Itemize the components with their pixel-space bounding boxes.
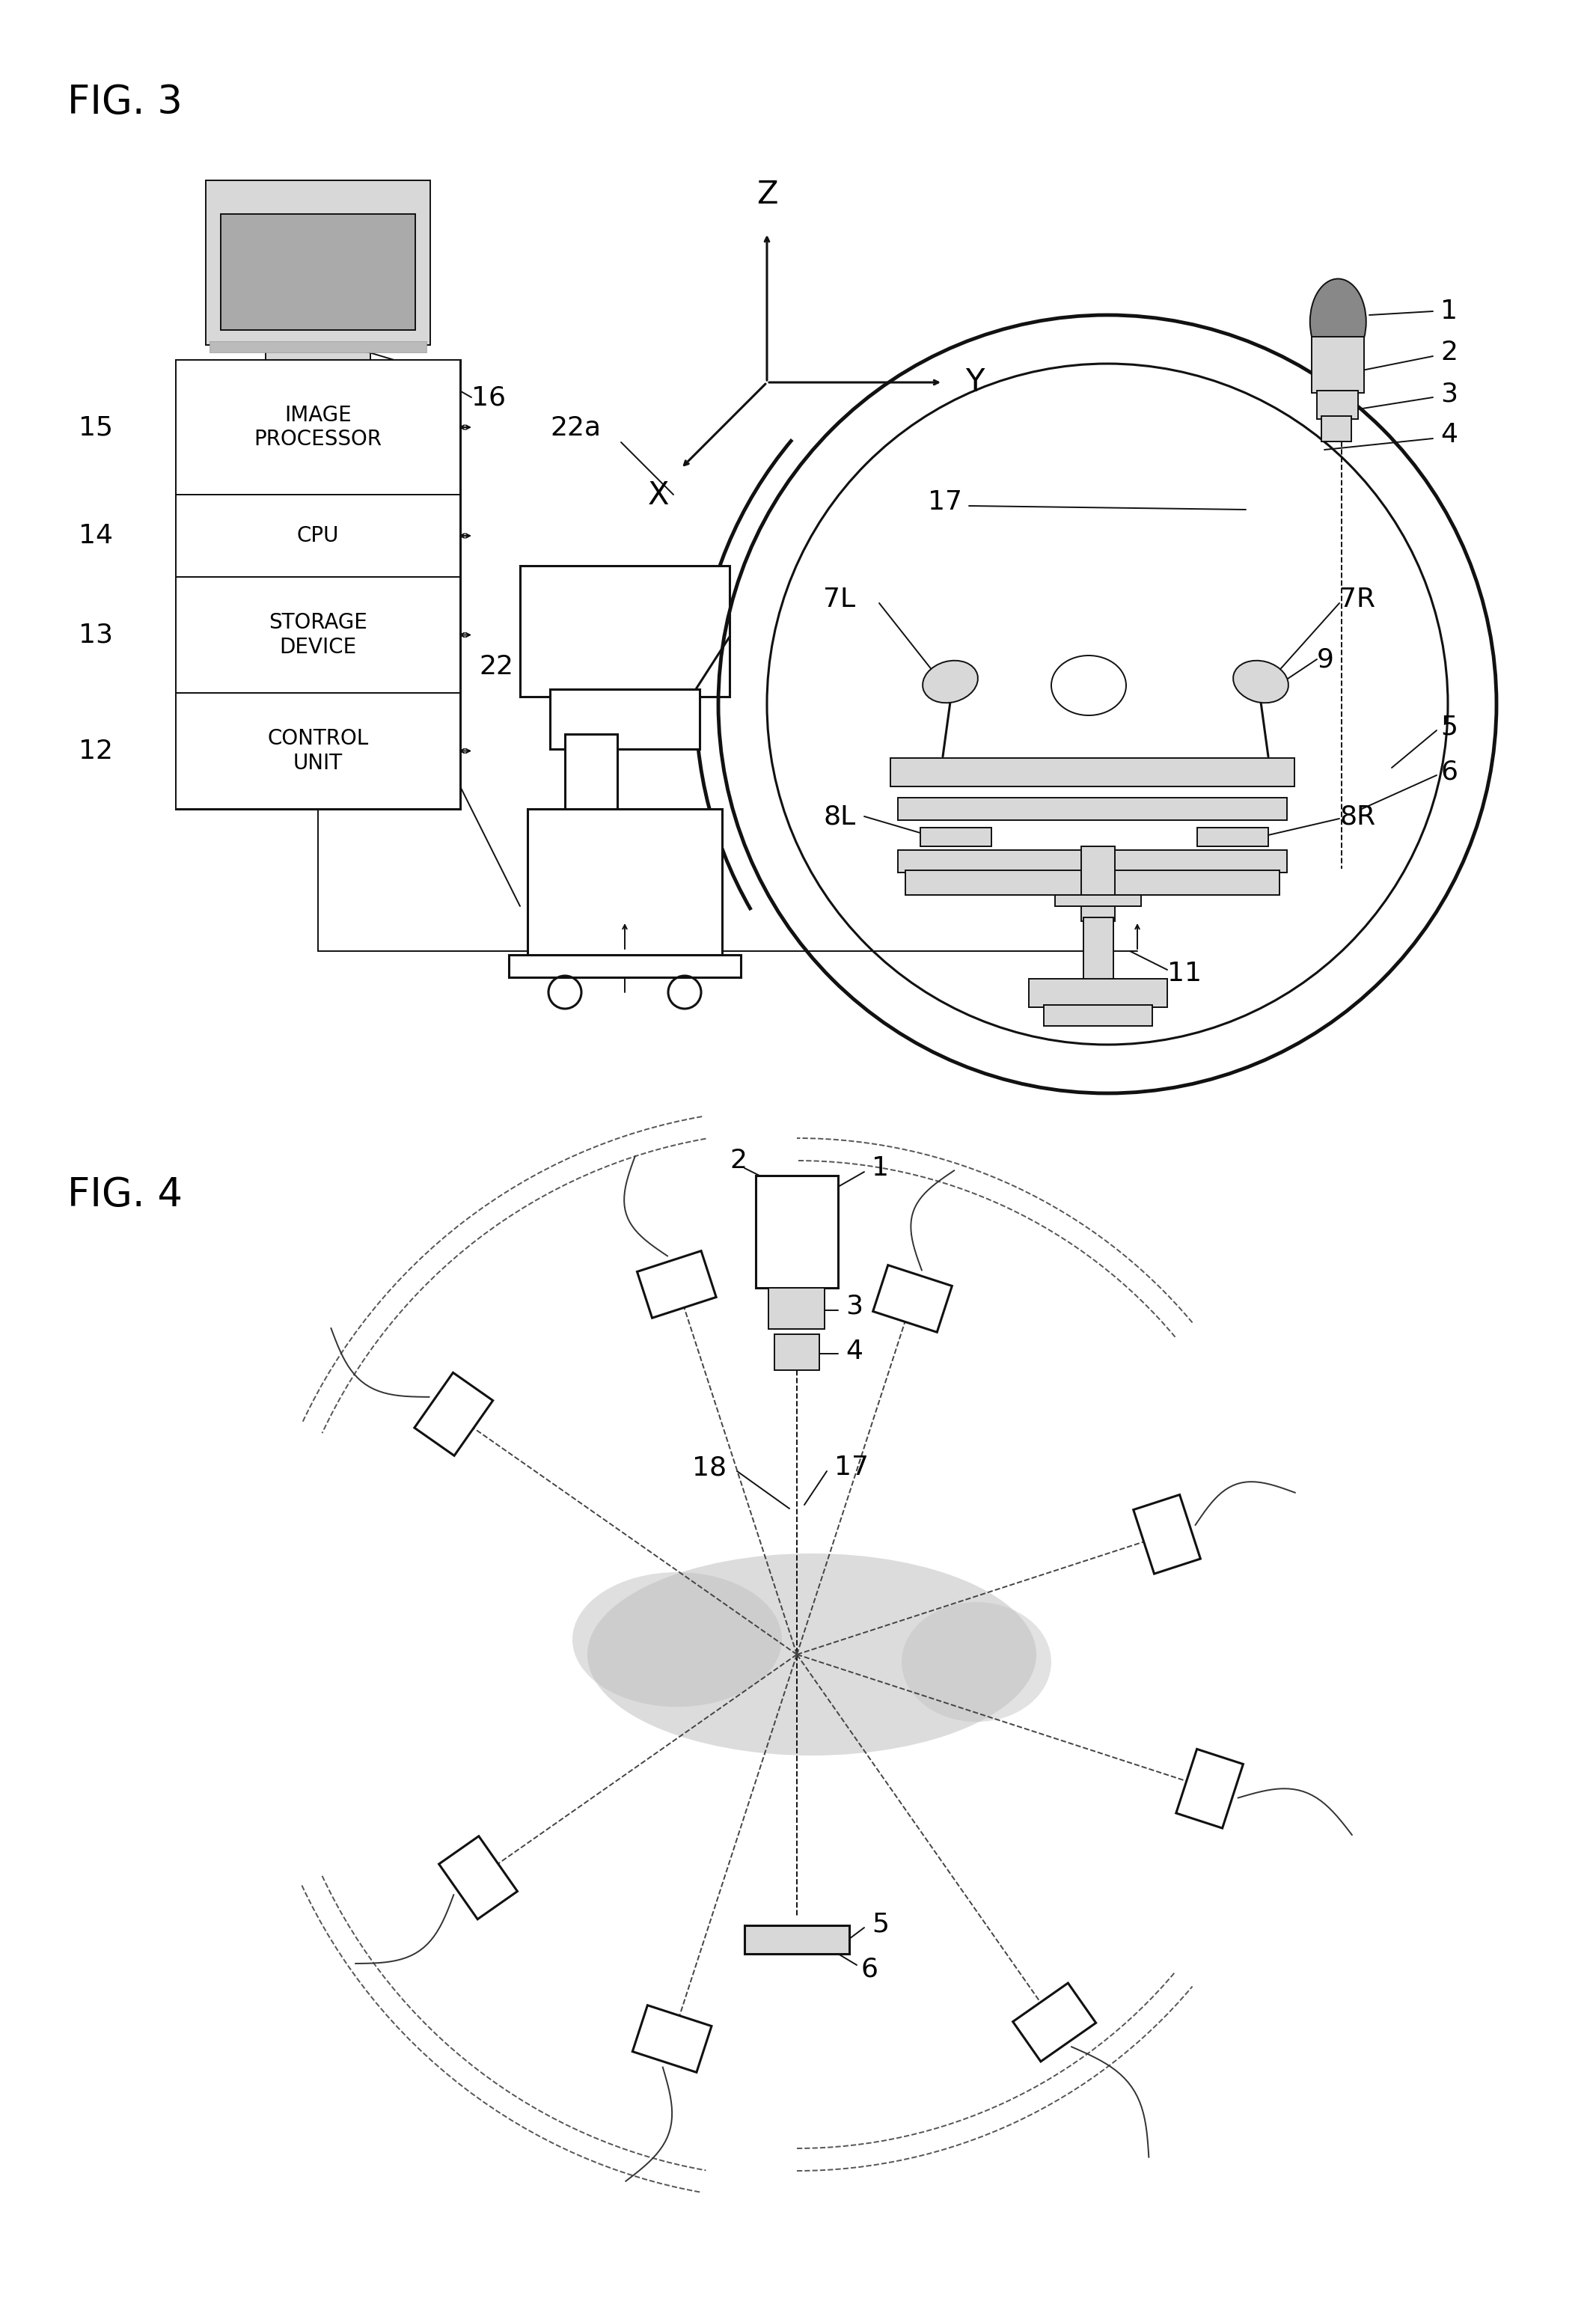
Text: IMAGE
PROCESSOR: IMAGE PROCESSOR	[254, 405, 381, 451]
Text: 2: 2	[1440, 340, 1457, 365]
Bar	[1044, 1004, 1152, 1027]
Text: 4: 4	[1440, 421, 1457, 446]
Bar	[1312, 338, 1365, 393]
Bar	[236, 361, 401, 372]
Text: 17: 17	[835, 1455, 868, 1480]
Text: 2: 2	[729, 1147, 747, 1173]
Bar	[209, 342, 426, 352]
Bar	[551, 689, 699, 749]
Bar	[176, 495, 460, 576]
Text: FIG. 3: FIG. 3	[67, 83, 182, 123]
Bar	[439, 1837, 517, 1920]
Text: 15: 15	[78, 414, 113, 439]
Ellipse shape	[1052, 655, 1127, 715]
Text: CPU: CPU	[297, 525, 338, 546]
Text: 7R: 7R	[1339, 588, 1376, 613]
Bar	[176, 694, 460, 810]
Text: 7L: 7L	[824, 588, 855, 613]
Bar	[509, 955, 741, 978]
Text: 8R: 8R	[1339, 803, 1376, 828]
Text: 22: 22	[479, 655, 514, 680]
Bar	[206, 180, 431, 345]
Bar	[873, 1265, 953, 1332]
Bar	[176, 361, 460, 495]
Bar	[744, 1924, 849, 1954]
Text: 22a: 22a	[551, 414, 600, 439]
Text: 18: 18	[693, 1455, 726, 1480]
Bar	[632, 2005, 712, 2072]
Bar	[921, 828, 991, 847]
Bar	[265, 342, 370, 363]
Bar	[1321, 416, 1352, 442]
Text: X: X	[648, 479, 669, 511]
Text: 14: 14	[78, 523, 113, 548]
Text: 3: 3	[846, 1293, 863, 1318]
Bar	[905, 870, 1280, 895]
Text: Z: Z	[757, 178, 777, 210]
Ellipse shape	[573, 1573, 782, 1707]
Bar	[528, 810, 721, 958]
Ellipse shape	[902, 1603, 1052, 1721]
Bar	[1055, 895, 1141, 907]
Bar	[1084, 918, 1114, 981]
Ellipse shape	[1234, 662, 1288, 703]
Bar	[899, 851, 1286, 872]
Bar	[899, 798, 1286, 821]
Text: CONTROL
UNIT: CONTROL UNIT	[268, 729, 369, 773]
Text: 1: 1	[1440, 298, 1457, 324]
Bar	[1013, 1982, 1096, 2061]
Bar	[415, 1372, 493, 1455]
Text: 16: 16	[471, 384, 506, 409]
Bar	[176, 361, 460, 810]
Ellipse shape	[587, 1554, 1036, 1756]
Bar	[565, 733, 618, 823]
Ellipse shape	[922, 662, 978, 703]
Ellipse shape	[1310, 280, 1366, 365]
Bar	[1176, 1749, 1243, 1827]
Text: 8L: 8L	[824, 803, 855, 828]
Text: Y: Y	[966, 368, 985, 398]
Bar	[220, 215, 415, 331]
Text: 3: 3	[1440, 382, 1457, 407]
Bar	[1133, 1494, 1200, 1573]
Text: 5: 5	[1440, 715, 1457, 740]
Bar	[757, 1175, 838, 1288]
Bar	[774, 1335, 819, 1369]
Bar	[891, 759, 1294, 786]
Bar	[637, 1251, 717, 1318]
Text: 17: 17	[927, 490, 962, 516]
Bar	[1197, 828, 1269, 847]
Text: 13: 13	[78, 622, 113, 648]
Text: 6: 6	[1440, 759, 1457, 784]
Text: 11: 11	[1167, 960, 1202, 985]
Text: 12: 12	[78, 738, 113, 763]
Bar	[1317, 391, 1358, 419]
Text: 5: 5	[871, 1911, 889, 1936]
Text: 4: 4	[846, 1339, 863, 1365]
Bar	[1080, 847, 1116, 921]
Bar	[520, 567, 729, 696]
Text: STORAGE
DEVICE: STORAGE DEVICE	[268, 613, 367, 657]
Bar	[176, 576, 460, 694]
Bar	[1029, 978, 1167, 1006]
Text: 1: 1	[871, 1156, 889, 1182]
Text: 9: 9	[1317, 648, 1334, 673]
Bar	[768, 1288, 825, 1330]
Text: FIG. 4: FIG. 4	[67, 1175, 182, 1214]
Text: 6: 6	[860, 1957, 878, 1982]
